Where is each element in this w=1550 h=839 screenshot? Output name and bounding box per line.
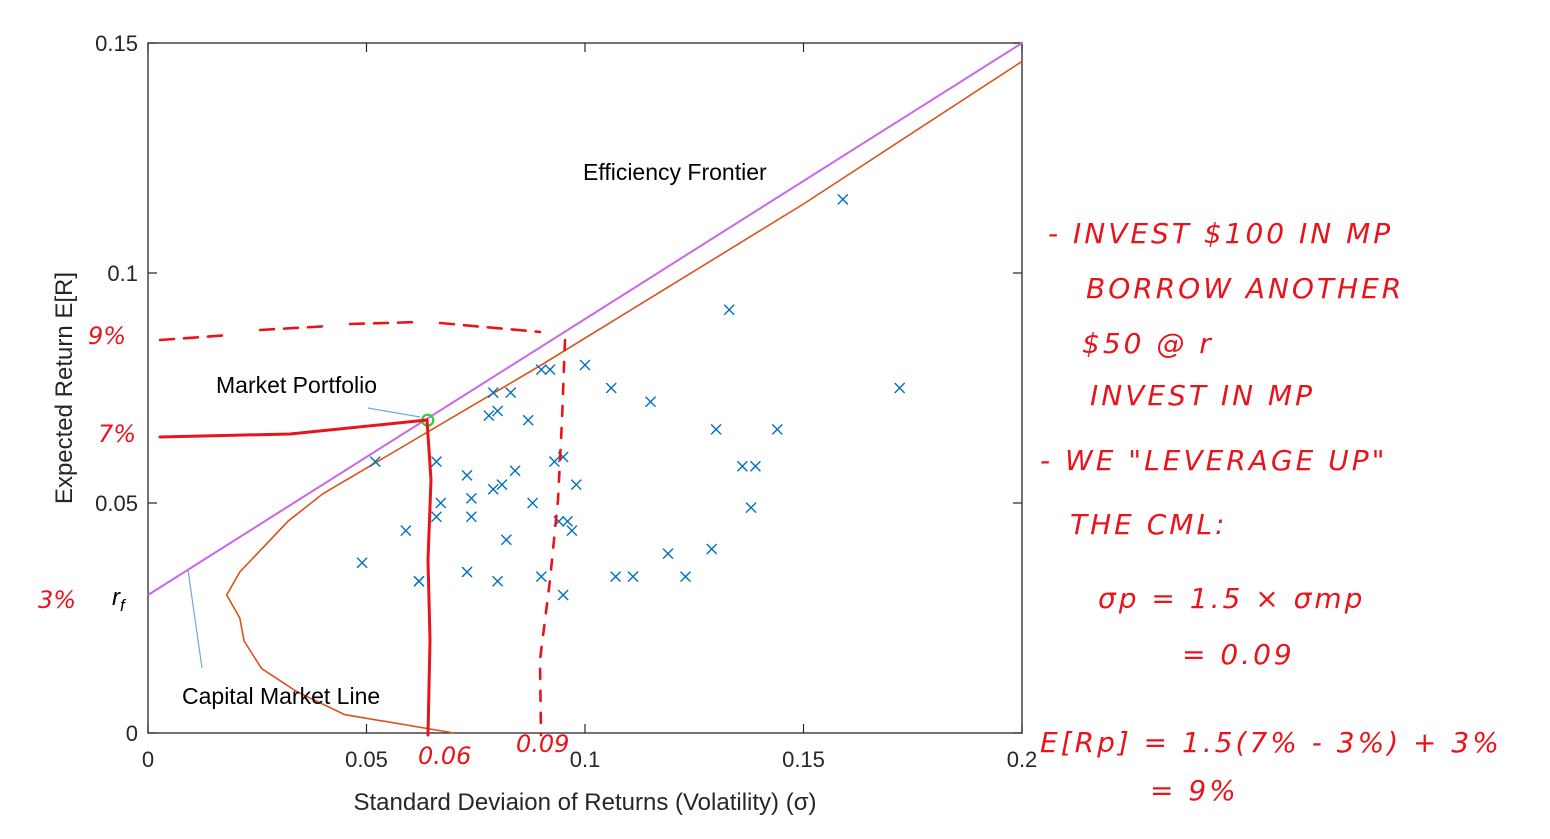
handwritten-guides xyxy=(158,320,567,737)
asset-point-21 xyxy=(522,414,534,426)
series-layer xyxy=(147,42,1023,734)
asset-point-35 xyxy=(610,571,622,583)
asset-point-19 xyxy=(500,534,512,546)
plot-area xyxy=(147,42,1023,734)
ink-3pct: 3% xyxy=(38,586,76,614)
note-line-2: BORROW ANOTHER xyxy=(1086,272,1404,305)
capital-market-line-arrow xyxy=(187,569,203,669)
ink-9pct-dashed xyxy=(158,320,542,342)
market-portfolio-arrow xyxy=(367,407,421,418)
asset-point-0 xyxy=(356,557,368,569)
asset-point-36 xyxy=(627,571,639,583)
asset-point-42 xyxy=(723,304,735,316)
capital-market-line xyxy=(147,42,1023,596)
asset-point-16 xyxy=(492,575,504,587)
asset-point-2 xyxy=(400,525,412,537)
efficiency-frontier-line xyxy=(225,60,1023,734)
asset-point-41 xyxy=(706,543,718,555)
x-tick-label-2: 0.1 xyxy=(570,747,601,772)
note-line-6: THE CML: xyxy=(1070,508,1228,541)
asset-points xyxy=(356,193,906,601)
y-tick-label-1: 0.05 xyxy=(95,491,138,516)
capital-market-line-label: Capital Market Line xyxy=(182,683,380,709)
asset-point-9 xyxy=(465,492,477,504)
x-tick-label-0: 0 xyxy=(142,747,154,772)
asset-point-30 xyxy=(566,525,578,537)
asset-point-15 xyxy=(505,387,517,399)
note-line-9: E[Rp] = 1.5(7% - 3%) + 3% xyxy=(1040,726,1502,759)
asset-point-40 xyxy=(710,423,722,435)
x-axis-label: Standard Deviaion of Returns (Volatility… xyxy=(353,789,816,816)
ink-009: 0.09 xyxy=(516,730,569,758)
note-line-7: σp = 1.5 × σmp xyxy=(1098,582,1365,615)
asset-point-43 xyxy=(736,460,748,472)
asset-point-20 xyxy=(509,465,521,477)
y-tick-label-0: 0 xyxy=(126,721,138,746)
ink-7pct: 7% xyxy=(98,420,136,448)
asset-point-44 xyxy=(749,460,761,472)
ink-006-vertical xyxy=(425,418,433,737)
asset-point-18 xyxy=(496,479,508,491)
market-portfolio-label: Market Portfolio xyxy=(216,372,377,398)
asset-point-28 xyxy=(562,515,574,527)
ink-009-dashed xyxy=(538,338,567,737)
asset-point-13 xyxy=(487,387,499,399)
asset-point-25 xyxy=(548,456,560,468)
asset-point-38 xyxy=(662,548,674,560)
x-tick-label-4: 0.2 xyxy=(1007,747,1038,772)
y-tick-label-3: 0.15 xyxy=(95,31,138,56)
efficiency-frontier-label: Efficiency Frontier xyxy=(583,159,767,185)
y-axis-label: Expected Return E[R] xyxy=(51,272,78,504)
asset-point-11 xyxy=(461,566,473,578)
note-line-10: = 9% xyxy=(1150,774,1239,807)
note-line-1: - INVEST $100 IN MP xyxy=(1048,217,1393,250)
asset-point-17 xyxy=(487,483,499,495)
asset-point-48 xyxy=(894,382,906,394)
x-tick-label-1: 0.05 xyxy=(345,747,388,772)
axis-ticks: 0 0.05 0.1 0.15 0.2 0 0.05 0.1 0.15 xyxy=(95,31,1037,772)
ink-7pct-line xyxy=(158,418,429,439)
asset-point-8 xyxy=(461,469,473,481)
asset-point-31 xyxy=(535,571,547,583)
asset-point-6 xyxy=(435,497,447,509)
note-line-4: INVEST IN MP xyxy=(1090,379,1315,412)
asset-point-37 xyxy=(645,396,657,408)
rf-label: rf xyxy=(112,584,127,615)
asset-point-33 xyxy=(579,359,591,371)
asset-point-22 xyxy=(527,497,539,509)
ink-9pct: 9% xyxy=(88,322,126,350)
asset-point-1 xyxy=(369,456,381,468)
asset-point-45 xyxy=(745,502,757,514)
asset-point-23 xyxy=(535,364,547,376)
asset-point-32 xyxy=(557,589,569,601)
ink-006: 0.06 xyxy=(418,742,471,770)
note-line-3: $50 @ r xyxy=(1082,327,1214,360)
asset-point-4 xyxy=(413,575,425,587)
asset-point-5 xyxy=(430,456,442,468)
asset-point-24 xyxy=(544,364,556,376)
asset-point-12 xyxy=(483,410,495,422)
asset-point-29 xyxy=(570,479,582,491)
asset-point-10 xyxy=(465,511,477,523)
asset-point-7 xyxy=(430,511,442,523)
asset-point-46 xyxy=(771,423,783,435)
note-line-8: = 0.09 xyxy=(1182,638,1295,671)
asset-point-47 xyxy=(837,193,849,205)
note-line-5: - WE "LEVERAGE UP" xyxy=(1040,444,1387,477)
asset-point-34 xyxy=(605,382,617,394)
asset-point-39 xyxy=(680,571,692,583)
asset-point-14 xyxy=(492,405,504,417)
x-tick-label-3: 0.15 xyxy=(782,747,825,772)
y-tick-label-2: 0.1 xyxy=(107,261,138,286)
